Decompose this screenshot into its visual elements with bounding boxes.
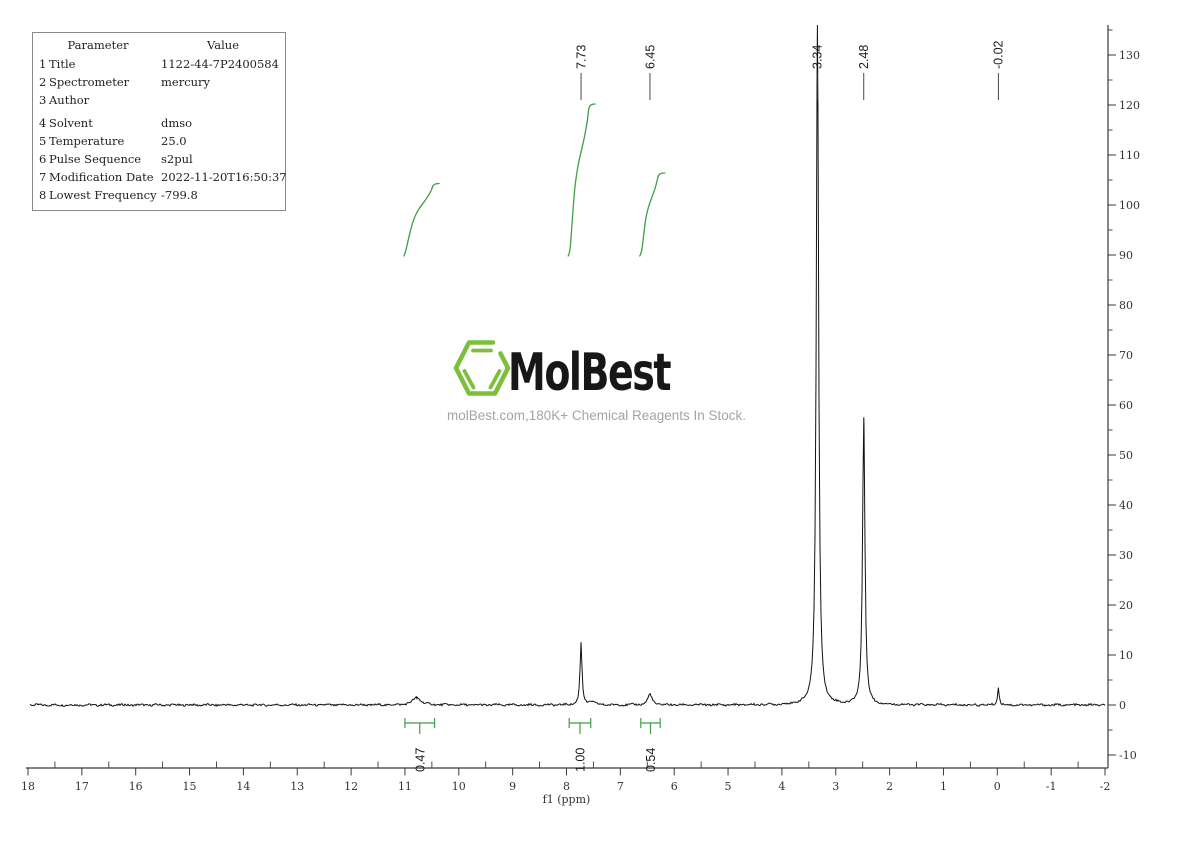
x-tick-label: 7 xyxy=(617,780,624,793)
x-tick-label: 11 xyxy=(398,780,412,793)
param-value: mercury xyxy=(161,75,211,90)
y-tick-label: 40 xyxy=(1119,499,1133,512)
param-name: Author xyxy=(49,93,90,108)
x-tick-label: 16 xyxy=(129,780,143,793)
x-tick-label: 2 xyxy=(886,780,893,793)
y-tick-label: 30 xyxy=(1119,549,1133,562)
x-tick-label: -2 xyxy=(1100,780,1111,793)
param-value: dmso xyxy=(161,115,193,130)
x-tick-label: 6 xyxy=(671,780,678,793)
x-tick-label: 14 xyxy=(236,780,250,793)
table-row: 4 Solvent dmso xyxy=(33,114,283,132)
param-name: Temperature xyxy=(49,133,125,148)
peak-label: 6.45 xyxy=(643,45,657,69)
param-value: 25.0 xyxy=(161,133,187,148)
integral-value: 0.47 xyxy=(413,748,427,772)
x-axis-title: f1 (ppm) xyxy=(543,793,591,806)
x-tick-label: 17 xyxy=(75,780,89,793)
x-tick-label: 12 xyxy=(344,780,358,793)
peak-label: 2.48 xyxy=(857,45,871,69)
integral-curve xyxy=(403,182,440,257)
param-name: Lowest Frequency xyxy=(49,188,157,203)
param-name: Modification Date xyxy=(49,170,154,185)
param-name: Spectrometer xyxy=(49,75,130,90)
x-tick-label: 15 xyxy=(183,780,197,793)
y-tick-label: 80 xyxy=(1119,299,1133,312)
param-number: 2 xyxy=(39,75,47,90)
x-tick-label: 8 xyxy=(563,780,570,793)
param-name: Pulse Sequence xyxy=(49,152,142,167)
benzene-hexagon-icon xyxy=(453,340,511,396)
param-number: 4 xyxy=(39,115,47,130)
x-tick-label: 9 xyxy=(509,780,516,793)
param-number: 8 xyxy=(39,188,47,203)
table-row: 8 Lowest Frequency -799.8 xyxy=(33,186,283,204)
y-tick-label: 120 xyxy=(1119,99,1140,112)
y-tick-label: 100 xyxy=(1119,199,1140,212)
table-row: 6 Pulse Sequence s2pul xyxy=(33,150,283,168)
table-row: 7 Modification Date 2022-11-20T16:50:37 xyxy=(33,168,287,186)
integral-curve xyxy=(567,103,596,257)
param-number: 5 xyxy=(39,133,47,148)
x-tick-label: 0 xyxy=(994,780,1001,793)
integral-bracket xyxy=(404,718,436,734)
spectrum-trace xyxy=(29,24,1106,708)
table-row: 3 Author xyxy=(33,91,283,109)
param-value: 1122-44-7P2400584 xyxy=(161,57,279,71)
param-value: s2pul xyxy=(161,152,193,167)
x-tick-label: 1 xyxy=(940,780,947,793)
peak-label: 3.34 xyxy=(811,45,825,69)
brand-wordmark: MolBest xyxy=(508,343,672,403)
x-tick-label: 13 xyxy=(290,780,304,793)
y-tick-label: 130 xyxy=(1119,49,1140,62)
integral-curve xyxy=(639,172,666,257)
y-tick-label: 0 xyxy=(1119,699,1126,712)
y-tick-label: 10 xyxy=(1119,649,1133,662)
table-row: 1 Title 1122-44-7P2400584 xyxy=(33,55,283,73)
x-tick-label: 5 xyxy=(725,780,732,793)
x-tick-label: -1 xyxy=(1046,780,1057,793)
x-tick-label: 10 xyxy=(452,780,466,793)
y-tick-label: 50 xyxy=(1119,449,1133,462)
x-tick-label: 18 xyxy=(21,780,35,793)
param-number: 7 xyxy=(39,170,47,185)
y-tick-label: 110 xyxy=(1119,149,1140,162)
integral-bracket xyxy=(640,718,661,734)
integral-bracket xyxy=(568,718,592,734)
x-tick-label: 4 xyxy=(778,780,785,793)
column-header-value: Value xyxy=(207,38,239,52)
y-tick-label: 60 xyxy=(1119,399,1133,412)
column-header-parameter: Parameter xyxy=(67,38,129,52)
y-tick-label: -10 xyxy=(1119,749,1137,762)
peak-label: 7.73 xyxy=(574,45,588,69)
table-row: 2 Spectrometer mercury xyxy=(33,73,283,91)
peak-label: -0.02 xyxy=(992,40,1006,69)
param-number: 3 xyxy=(39,93,47,108)
param-value: 2022-11-20T16:50:37 xyxy=(161,170,287,185)
param-number: 1 xyxy=(39,57,47,71)
brand-tagline: molBest.com,180K+ Chemical Reagents In S… xyxy=(447,408,747,423)
integral-value: 0.54 xyxy=(644,748,658,772)
y-tick-label: 70 xyxy=(1119,349,1133,362)
param-number: 6 xyxy=(39,152,47,167)
x-tick-label: 3 xyxy=(832,780,839,793)
param-value: -799.8 xyxy=(161,188,198,203)
y-tick-label: 20 xyxy=(1119,599,1133,612)
parameter-table: Parameter Value 1 Title 1122-44-7P240058… xyxy=(32,32,287,211)
parameter-table-header: Parameter Value xyxy=(33,36,283,54)
y-tick-label: 90 xyxy=(1119,249,1133,262)
param-name: Title xyxy=(49,57,76,71)
table-row: 5 Temperature 25.0 xyxy=(33,132,283,150)
integral-value: 1.00 xyxy=(573,748,587,772)
param-name: Solvent xyxy=(49,115,93,130)
